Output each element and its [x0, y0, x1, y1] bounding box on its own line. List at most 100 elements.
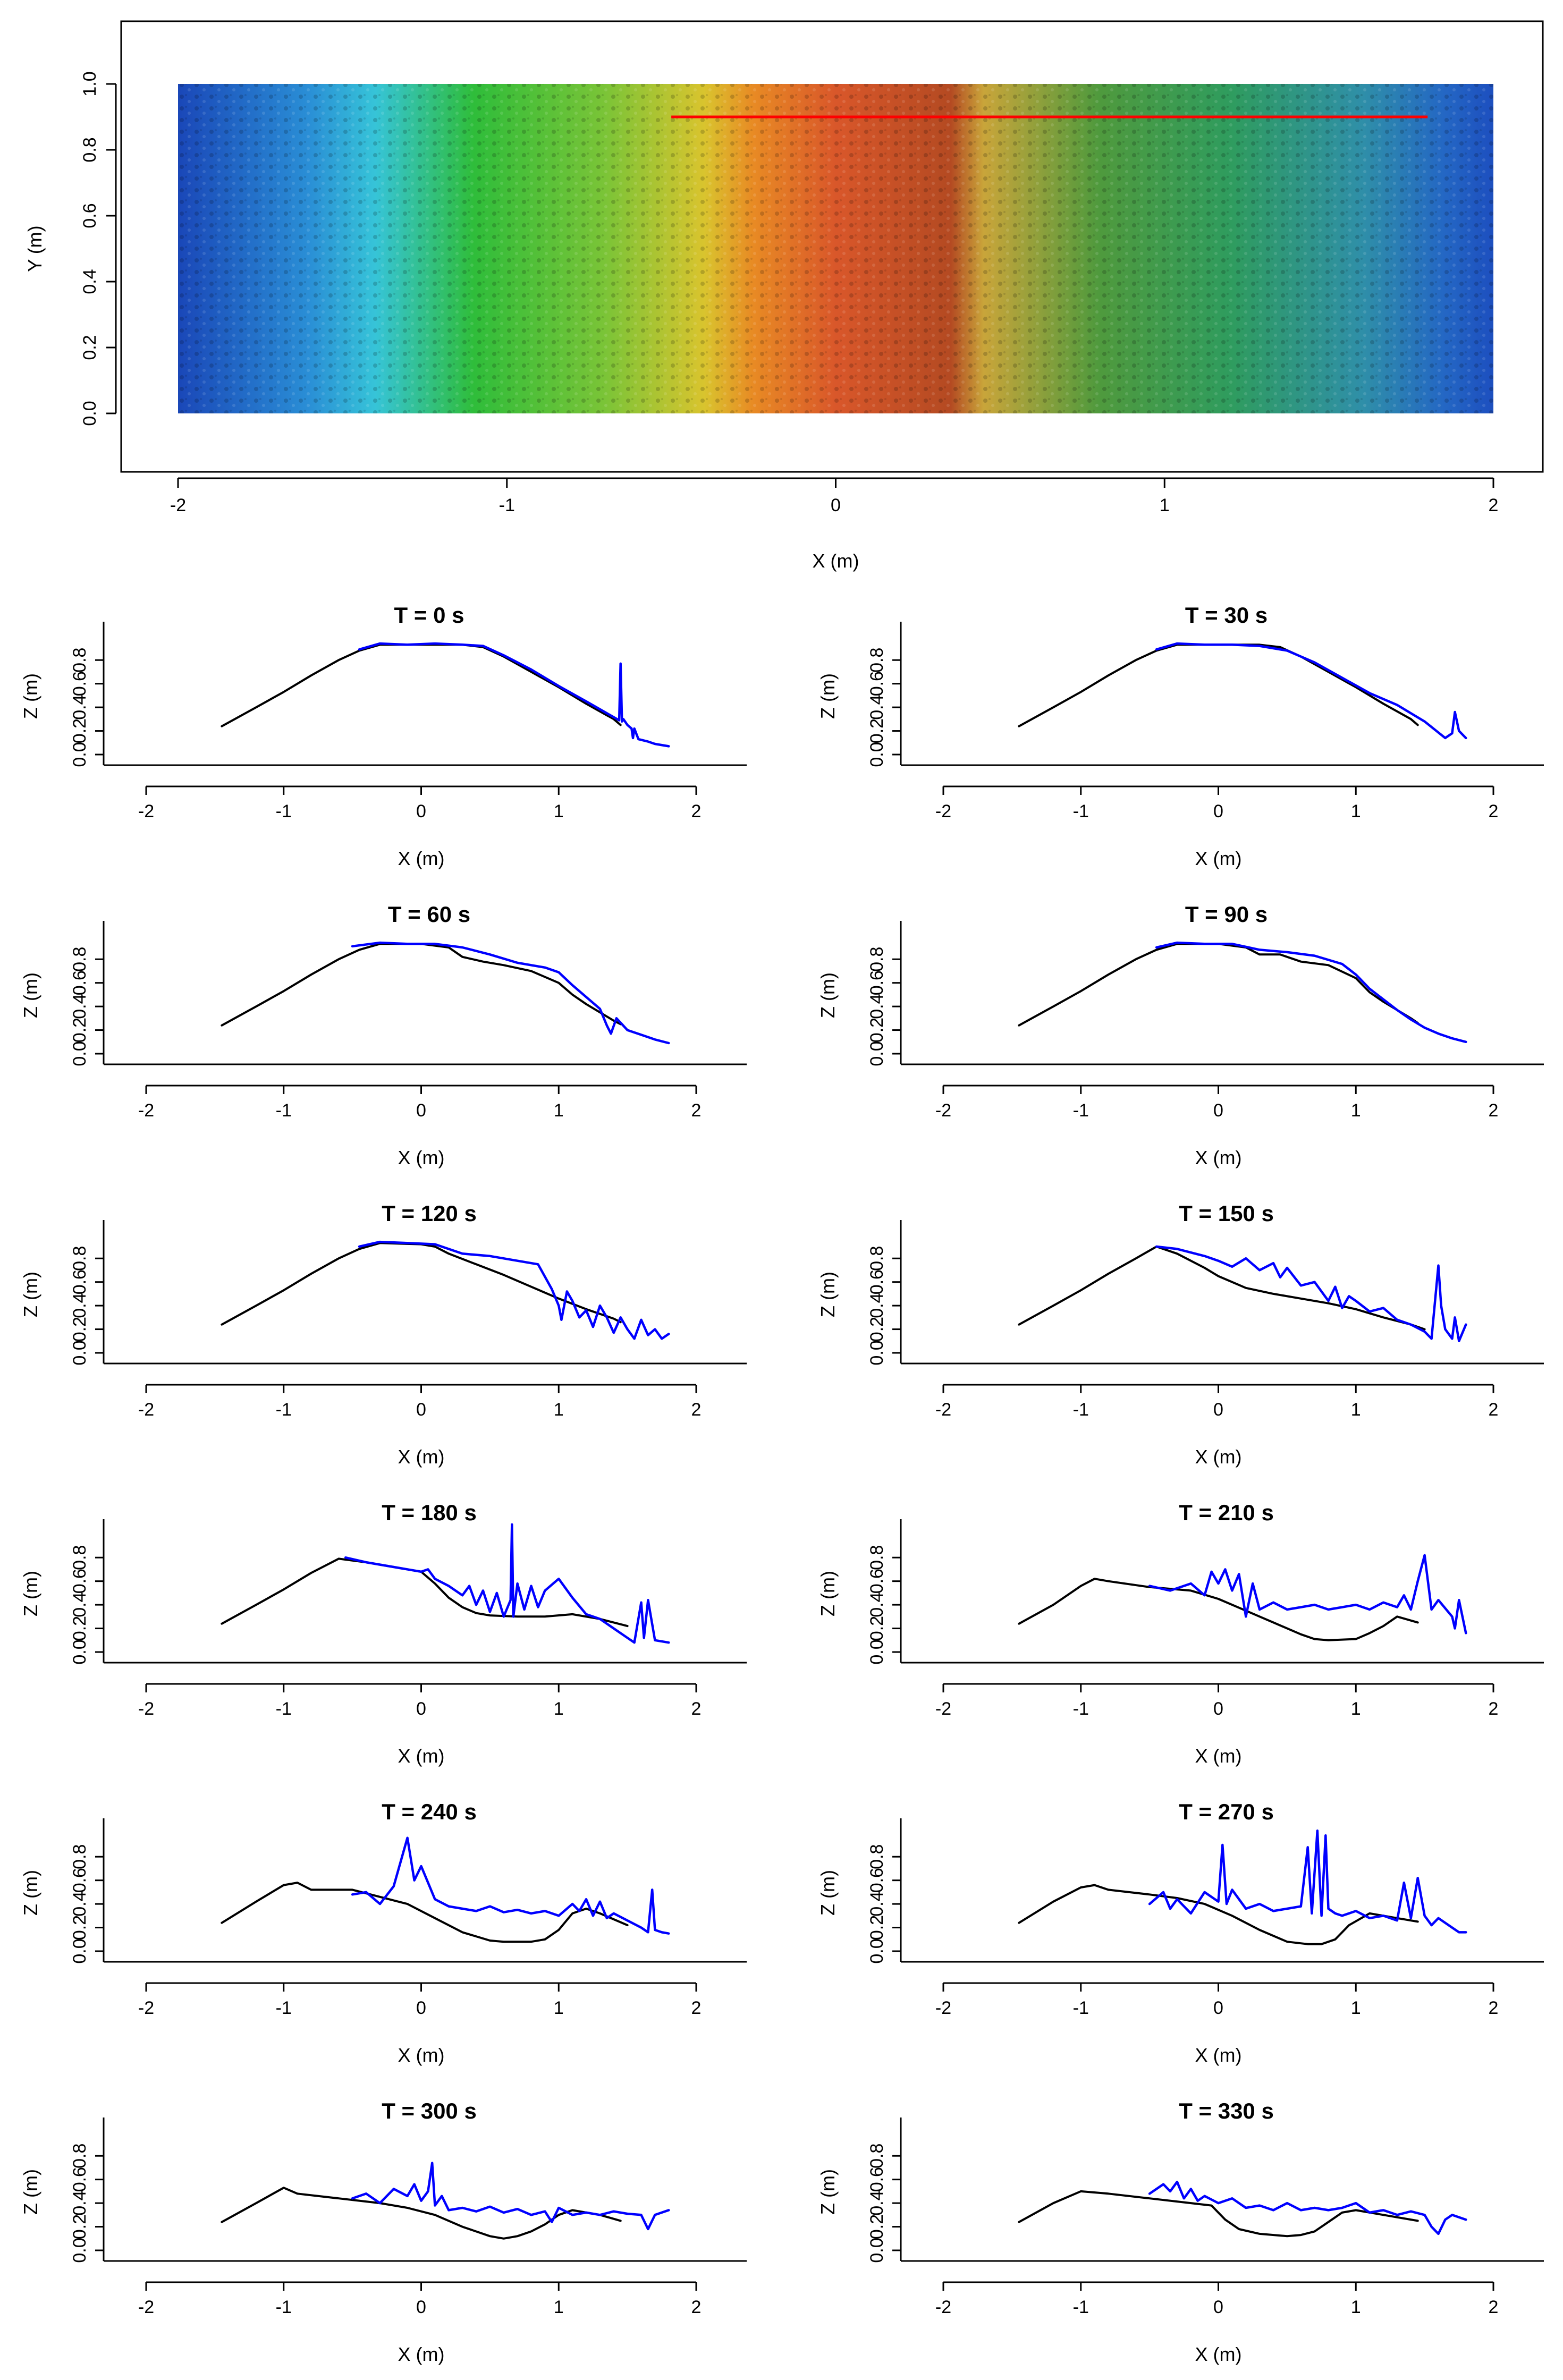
x-tick-label: -1 — [1073, 1400, 1089, 1420]
y-tick-label: 0.2 — [70, 1915, 90, 1940]
x-tick-label: -1 — [276, 1699, 292, 1719]
y-tick-label: 0.2 — [80, 335, 100, 360]
x-tick-label: -1 — [276, 1998, 292, 2018]
y-tick-label: 0.8 — [70, 2144, 90, 2169]
y-tick-label: 0.0 — [70, 1639, 90, 1664]
y-tick-label: 0.0 — [70, 2238, 90, 2263]
x-tick-label: 0 — [1213, 801, 1223, 821]
x-axis-title: X (m) — [813, 550, 859, 572]
y-tick-label: 0.8 — [70, 1844, 90, 1869]
y-tick-label: 0.2 — [70, 2214, 90, 2239]
x-tick-label: 0 — [1213, 2297, 1223, 2317]
y-tick-label: 0.0 — [70, 1938, 90, 1963]
x-tick-label: 2 — [1489, 1400, 1499, 1420]
x-axis-title: X (m) — [1195, 1745, 1242, 1767]
x-tick-label: -1 — [499, 495, 515, 515]
y-tick-label: 0.6 — [80, 203, 100, 228]
y-tick-label: 0.6 — [70, 1569, 90, 1594]
y-tick-label: 0.8 — [867, 1545, 887, 1570]
x-tick-label: 0 — [831, 495, 841, 515]
x-tick-label: -2 — [138, 1400, 154, 1420]
y-tick-label: 0.4 — [80, 269, 100, 294]
profile-panel: T = 0 s 0.00.20.40.60.8 Z (m) -2 -1 0 1 2 X (m) — [20, 603, 747, 869]
x-tick-label: 0 — [1213, 1400, 1223, 1420]
y-tick-label: 0.6 — [867, 1868, 887, 1893]
x-tick-label: -2 — [935, 1998, 951, 2018]
y-tick-label: 0.0 — [70, 1340, 90, 1365]
y-tick-label: 0.0 — [867, 1340, 887, 1365]
y-tick-label: 0.4 — [70, 1293, 90, 1318]
profile-line-initial — [1018, 1884, 1419, 1945]
y-axis-title: Z (m) — [20, 673, 41, 719]
x-tick-label: 2 — [1489, 1699, 1499, 1719]
y-tick-label: 0.2 — [70, 1018, 90, 1043]
x-tick-label: 1 — [554, 1998, 564, 2018]
y-tick-label: 0.6 — [867, 970, 887, 995]
profile-line-measured — [358, 642, 670, 748]
y-tick-label: 0.2 — [867, 1616, 887, 1641]
x-tick-label: -1 — [276, 1400, 292, 1420]
x-tick-label: 2 — [1489, 801, 1499, 821]
y-tick-label: 0.6 — [867, 1269, 887, 1294]
y-tick-label: 0.4 — [70, 2190, 90, 2215]
y-tick-label: 0.4 — [867, 694, 887, 719]
x-tick-label: -1 — [276, 1100, 292, 1121]
x-tick-label: -1 — [1073, 2297, 1089, 2317]
x-axis-title: X (m) — [1195, 848, 1242, 869]
y-tick-label: 0.6 — [867, 671, 887, 696]
profile-line-measured — [1155, 642, 1467, 740]
profile-panel: T = 120 s 0.00.20.40.60.8 Z (m) -2 -1 0 1 2 X (m… — [20, 1201, 747, 1468]
y-tick-label: 0.2 — [867, 718, 887, 743]
profile-line-measured — [351, 1836, 670, 1935]
y-tick-label: 0.8 — [80, 137, 100, 162]
y-tick-label: 0.4 — [70, 994, 90, 1019]
x-tick-label: -2 — [935, 1400, 951, 1420]
panel-title: T = 60 s — [388, 902, 470, 927]
y-tick-label: 0.2 — [867, 1317, 887, 1342]
panel-title: T = 150 s — [1179, 1201, 1274, 1226]
x-tick-label: -1 — [276, 2297, 292, 2317]
y-tick-label: 0.4 — [867, 1592, 887, 1617]
y-axis-title: Z (m) — [817, 673, 839, 719]
y-tick-label: 0.0 — [867, 1938, 887, 1963]
profile-line-measured — [1155, 941, 1467, 1044]
profile-line-initial — [221, 1242, 622, 1326]
y-axis-title: Z (m) — [20, 1870, 41, 1916]
panel-title: T = 180 s — [382, 1500, 477, 1525]
x-tick-label: 2 — [1489, 1998, 1499, 2018]
y-tick-label: 0.8 — [867, 947, 887, 972]
y-tick-label: 0.0 — [70, 742, 90, 767]
y-tick-label: 0.0 — [867, 742, 887, 767]
x-tick-label: 2 — [691, 1100, 702, 1121]
y-tick-label: 0.4 — [70, 694, 90, 719]
x-tick-label: -1 — [1073, 1699, 1089, 1719]
x-tick-label: 0 — [1213, 1998, 1223, 2018]
x-tick-label: 1 — [1351, 1400, 1361, 1420]
x-tick-label: 2 — [691, 1400, 702, 1420]
y-tick-label: 0.0 — [80, 401, 100, 426]
profile-line-initial — [1018, 2190, 1419, 2238]
y-axis-title: Z (m) — [20, 2169, 41, 2215]
profile-panel: T = 150 s 0.00.20.40.60.8 Z (m) -2 -1 0 1 2 X (m… — [817, 1201, 1544, 1468]
x-tick-label: -1 — [1073, 1100, 1089, 1121]
x-tick-label: 1 — [554, 1100, 564, 1121]
y-tick-label: 0.0 — [867, 1041, 887, 1066]
profile-line-measured — [1155, 1245, 1467, 1343]
x-tick-label: 0 — [1213, 1699, 1223, 1719]
x-tick-label: 2 — [1489, 1100, 1499, 1121]
y-tick-label: 0.8 — [70, 648, 90, 673]
x-tick-label: -2 — [138, 801, 154, 821]
y-tick-label: 0.6 — [70, 1868, 90, 1893]
x-tick-label: -2 — [138, 1100, 154, 1121]
y-tick-label: 0.6 — [70, 2167, 90, 2192]
x-tick-label: -2 — [138, 2297, 154, 2317]
x-tick-label: 0 — [1213, 1100, 1223, 1121]
x-tick-label: 2 — [691, 1998, 702, 2018]
x-tick-label: 0 — [416, 1998, 426, 2018]
y-tick-label: 0.8 — [867, 1246, 887, 1271]
x-tick-label: 0 — [416, 2297, 426, 2317]
x-tick-label: -1 — [276, 801, 292, 821]
y-tick-label: 0.0 — [70, 1041, 90, 1066]
panel-title: T = 210 s — [1179, 1500, 1274, 1525]
